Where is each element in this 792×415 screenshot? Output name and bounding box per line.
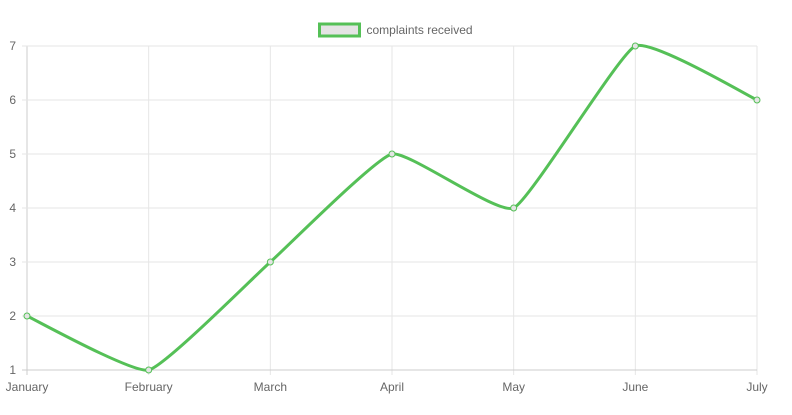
data-point[interactable] bbox=[266, 258, 274, 266]
data-point[interactable] bbox=[23, 312, 31, 320]
y-tick-label: 4 bbox=[9, 201, 16, 215]
legend-swatch bbox=[318, 22, 361, 38]
grid-layer bbox=[22, 45, 758, 375]
legend-label: complaints received bbox=[367, 23, 473, 37]
x-tick-label: June bbox=[622, 380, 648, 394]
data-point[interactable] bbox=[145, 366, 153, 374]
data-point[interactable] bbox=[631, 42, 639, 50]
y-tick-label: 2 bbox=[9, 309, 16, 323]
x-tick-label: January bbox=[6, 380, 49, 394]
y-tick-label: 5 bbox=[9, 147, 16, 161]
series-layer bbox=[23, 42, 761, 374]
data-point[interactable] bbox=[753, 96, 761, 104]
y-tick-label: 6 bbox=[9, 93, 16, 107]
x-tick-label: May bbox=[502, 380, 525, 394]
y-tick-label: 3 bbox=[9, 255, 16, 269]
x-tick-label: March bbox=[254, 380, 287, 394]
data-point[interactable] bbox=[510, 204, 518, 212]
x-tick-label: July bbox=[746, 380, 767, 394]
x-tick-label: February bbox=[125, 380, 173, 394]
x-tick-label: April bbox=[380, 380, 404, 394]
y-tick-label: 1 bbox=[9, 363, 16, 377]
data-point[interactable] bbox=[388, 150, 396, 158]
legend[interactable]: complaints received bbox=[318, 22, 473, 38]
y-tick-label: 7 bbox=[9, 39, 16, 53]
axis-layer: January February March April May June July 1 2 3 4… bbox=[6, 39, 768, 394]
